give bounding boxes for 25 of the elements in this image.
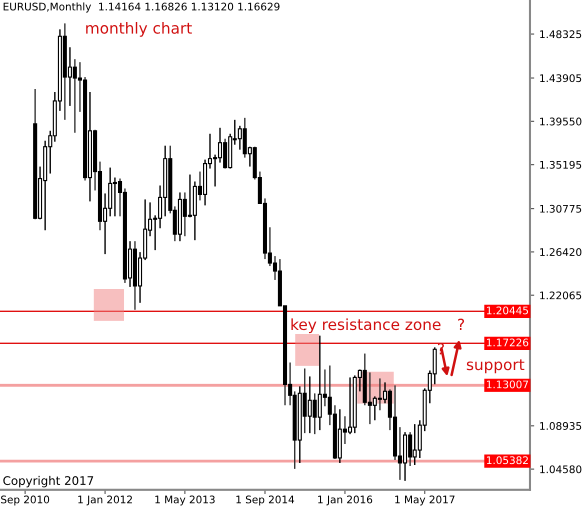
y-tick-label: 1.22065 [540,291,582,300]
x-tick-label: 1 Jan 2016 [318,496,372,506]
annotation: ? [458,318,464,330]
x-tick-label: 1 May 2013 [155,496,215,506]
chart-title: EURUSD,Monthly 1.14164 1.16826 1.13120 1.16629 [4,2,280,13]
y-tick-label: 1.48325 [540,30,582,38]
annotation: support [466,359,524,374]
y-tick-label: 1.04580 [540,465,582,474]
y-tick-label: 1.08935 [540,422,582,430]
ref-line-label: 1.20445 [486,306,528,314]
y-tick-label: 1.35195 [540,160,582,169]
y-tick-label: 1.39550 [540,118,582,126]
annotation: key resistance zone [291,318,440,334]
annotation: monthly chart [86,22,192,37]
ref-line-label: 1.13007 [486,380,528,388]
x-tick-label: 1 Sep 2014 [236,496,294,506]
y-tick-label: 1.26420 [540,248,582,256]
y-tick-label: 1.30775 [540,204,582,213]
x-tick-label: 1 May 2017 [395,496,454,506]
ref-line-label: 1.17226 [486,338,528,346]
annotation: Copyright 2017 [3,476,94,488]
y-tick-label: 1.43905 [540,74,582,82]
ref-line-label: 1.05382 [486,456,528,464]
x-tick-label: Sep 2010 [1,496,50,506]
x-tick-label: 1 Jan 2012 [78,496,132,506]
